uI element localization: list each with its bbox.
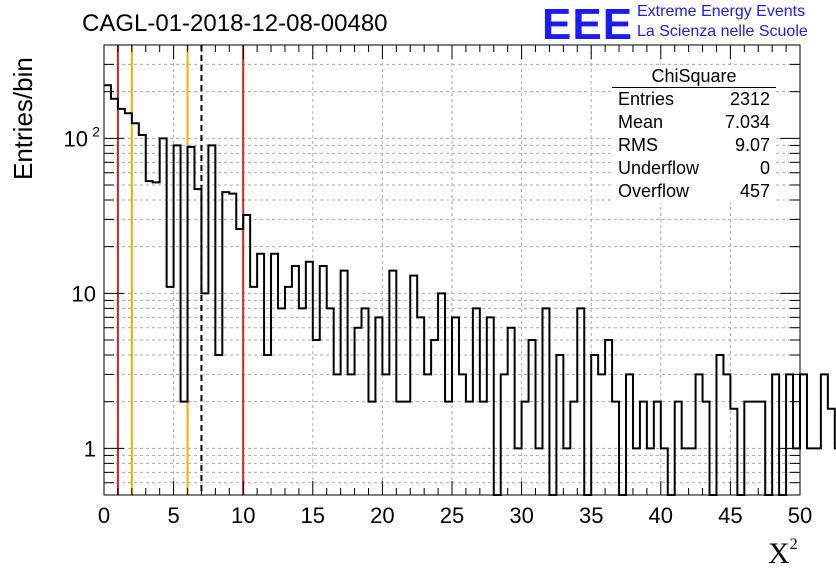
stats-value: 0 xyxy=(759,158,770,178)
stats-label: Overflow xyxy=(618,181,690,201)
stats-value: 457 xyxy=(739,181,770,201)
stats-label: Underflow xyxy=(618,158,700,178)
x-tick-label: 15 xyxy=(301,503,325,528)
stats-box: ChiSquare Entries 2312 Mean 7.034 RMS 9.07 … xyxy=(612,65,776,203)
stats-row-rms: RMS 9.07 xyxy=(612,134,776,157)
stats-value: 7.034 xyxy=(724,112,770,132)
y-axis-label: Entries/bin xyxy=(8,57,38,180)
y-tick-label: 10 xyxy=(64,126,88,151)
x-tick-label: 10 xyxy=(231,503,255,528)
x-axis-label-base: X xyxy=(768,537,790,570)
y-tick-label: 1 xyxy=(84,436,96,461)
stats-row-overflow: Overflow 457 xyxy=(612,180,776,203)
chart-title: CAGL-01-2018-12-08-00480 xyxy=(82,10,388,37)
x-axis-label: X2 xyxy=(768,536,798,571)
x-tick-label: 45 xyxy=(718,503,742,528)
x-axis-label-superscript: 2 xyxy=(789,536,798,553)
histogram-outline xyxy=(104,84,836,496)
y-tick-label: 10 xyxy=(72,281,96,306)
stats-label: Mean xyxy=(618,112,664,132)
axis-ticks xyxy=(103,44,801,496)
y-tick-label-exponent: 2 xyxy=(92,123,100,139)
logo-caption-line1: Extreme Energy Events xyxy=(637,3,806,20)
x-tick-label: 20 xyxy=(370,503,394,528)
x-tick-label: 5 xyxy=(167,503,179,528)
stats-label: RMS xyxy=(618,135,658,155)
stats-title: ChiSquare xyxy=(612,65,776,88)
stats-row-underflow: Underflow 0 xyxy=(612,157,776,180)
x-tick-label: 50 xyxy=(788,503,812,528)
stats-value: 2312 xyxy=(729,89,770,109)
x-tick-label: 30 xyxy=(509,503,533,528)
x-tick-label: 35 xyxy=(579,503,603,528)
x-tick-label: 40 xyxy=(649,503,673,528)
logo-caption-line2: La Scienza nelle Scuole xyxy=(637,23,808,40)
stats-value: 9.07 xyxy=(734,135,770,155)
stats-row-entries: Entries 2312 xyxy=(612,88,776,111)
x-tick-label: 0 xyxy=(98,503,110,528)
stats-label: Entries xyxy=(618,89,675,109)
eee-logo: EEE xyxy=(542,0,634,49)
stats-row-mean: Mean 7.034 xyxy=(612,111,776,134)
x-tick-label: 25 xyxy=(440,503,464,528)
